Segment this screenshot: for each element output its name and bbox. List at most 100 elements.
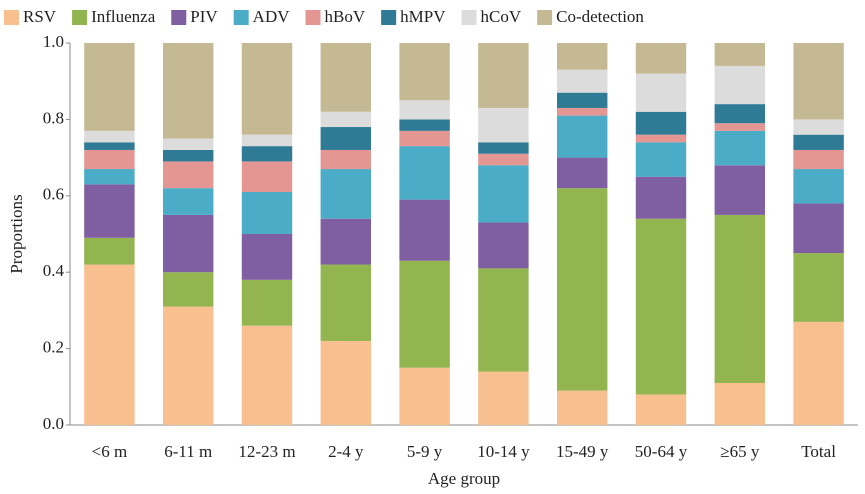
bar-segment bbox=[162, 272, 214, 307]
bar-segment bbox=[399, 199, 450, 261]
legend-label: Influenza bbox=[91, 7, 156, 26]
bar-segment bbox=[241, 43, 293, 135]
legend-swatch bbox=[461, 10, 477, 25]
bar-segment bbox=[241, 325, 293, 425]
bar-segment bbox=[162, 214, 214, 273]
bar-segment bbox=[635, 176, 687, 219]
bar-segment bbox=[635, 142, 687, 177]
legend-label: RSV bbox=[23, 7, 57, 26]
bar-segment bbox=[84, 169, 135, 185]
bar-segment bbox=[556, 157, 608, 189]
bar-segment bbox=[793, 203, 844, 254]
legend-swatch bbox=[72, 10, 88, 25]
y-tick-label: 1.0 bbox=[43, 32, 64, 51]
bar-segment bbox=[714, 123, 766, 131]
legend-swatch bbox=[537, 10, 553, 25]
legend-label: hMPV bbox=[400, 7, 446, 26]
y-tick-label: 0.4 bbox=[43, 261, 65, 280]
bar-segment bbox=[162, 138, 214, 150]
x-tick-label: 15-49 y bbox=[556, 442, 609, 461]
bar-segment bbox=[714, 165, 766, 215]
x-tick-label: 50-64 y bbox=[635, 442, 688, 461]
bar-segment bbox=[556, 43, 608, 70]
x-axis-label: Age group bbox=[428, 469, 500, 488]
y-tick-label: 0.0 bbox=[43, 414, 64, 433]
bar-segment bbox=[320, 218, 372, 265]
legend-swatch bbox=[381, 10, 397, 25]
bar-segment bbox=[556, 115, 608, 158]
bar-segment bbox=[793, 119, 844, 135]
bar-segment bbox=[241, 134, 293, 147]
bar-segment bbox=[793, 134, 844, 150]
x-tick-label: 10-14 y bbox=[477, 442, 530, 461]
bar-segment bbox=[162, 43, 214, 139]
bar-segment bbox=[84, 130, 135, 143]
x-tick-label: ≥65 y bbox=[720, 442, 760, 461]
bar-segment bbox=[556, 188, 608, 391]
bar-segment bbox=[162, 161, 214, 189]
bar-segment bbox=[84, 184, 135, 238]
bar-segment bbox=[84, 142, 135, 150]
bar-segment bbox=[635, 111, 687, 135]
bar-segment bbox=[320, 43, 372, 112]
bar-segment bbox=[635, 218, 687, 395]
bar-segment bbox=[793, 43, 844, 120]
bar-segment bbox=[714, 130, 766, 166]
y-axis-label: Proportions bbox=[7, 194, 26, 273]
bar-segment bbox=[793, 169, 844, 204]
bar-segment bbox=[399, 43, 450, 101]
bar-segment bbox=[320, 340, 372, 425]
bar-segment bbox=[320, 169, 372, 219]
bar-segment bbox=[162, 149, 214, 162]
x-tick-label: 12-23 m bbox=[238, 442, 295, 461]
y-tick-label: 0.6 bbox=[43, 185, 64, 204]
bar-segment bbox=[714, 382, 766, 425]
bar-segment bbox=[793, 321, 844, 425]
bar-segment bbox=[399, 260, 450, 368]
bar-segment bbox=[241, 161, 293, 192]
bar-segment bbox=[635, 73, 687, 112]
bar-segment bbox=[320, 149, 372, 170]
bar-segment bbox=[399, 367, 450, 425]
x-tick-label: 6-11 m bbox=[164, 442, 212, 461]
bar-segment bbox=[478, 165, 529, 223]
bar-segment bbox=[241, 234, 293, 280]
bar-segment bbox=[399, 146, 450, 200]
bar-segment bbox=[635, 134, 687, 143]
bar-segment bbox=[478, 222, 529, 269]
bar-segment bbox=[241, 279, 293, 326]
bar-segment bbox=[793, 149, 844, 170]
legend-swatch bbox=[171, 10, 187, 25]
bar-segment bbox=[478, 371, 529, 425]
bar-segment bbox=[84, 43, 135, 131]
bar-segment bbox=[399, 119, 450, 131]
bar-segment bbox=[478, 43, 529, 108]
bar-segment bbox=[399, 130, 450, 147]
bar-segment bbox=[714, 214, 766, 383]
bar-segment bbox=[556, 107, 608, 116]
bar-segment bbox=[478, 107, 529, 143]
legend-label: hCoV bbox=[481, 7, 522, 26]
bar-segment bbox=[635, 43, 687, 74]
legend-swatch bbox=[305, 10, 321, 25]
legend-label: ADV bbox=[253, 7, 291, 26]
bar-segment bbox=[320, 264, 372, 341]
bar-segment bbox=[556, 390, 608, 425]
bar-segment bbox=[478, 153, 529, 166]
bar-segment bbox=[84, 237, 135, 265]
bar-segment bbox=[556, 92, 608, 108]
bar-segment bbox=[241, 191, 293, 234]
bar-segment bbox=[714, 43, 766, 66]
bar-segment bbox=[556, 69, 608, 93]
bar-segment bbox=[84, 149, 135, 170]
legend-swatch bbox=[4, 10, 19, 25]
x-tick-label: 2-4 y bbox=[328, 442, 364, 461]
y-tick-label: 0.8 bbox=[43, 108, 64, 127]
bar-segment bbox=[320, 127, 372, 150]
bar-segment bbox=[714, 104, 766, 124]
bar-segment bbox=[241, 146, 293, 162]
legend-label: Co-detection bbox=[556, 7, 644, 26]
bar-segment bbox=[635, 394, 687, 425]
bar-segment bbox=[162, 306, 214, 425]
